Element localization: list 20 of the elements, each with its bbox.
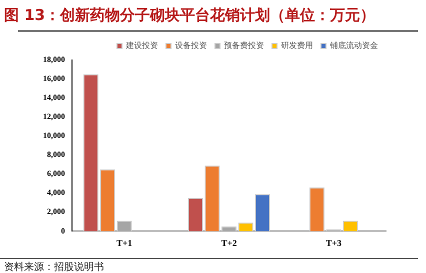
x-tick-label: T+1	[116, 238, 133, 248]
chart-title: 图 13：创新药物分子砌块平台花销计划（单位：万元）	[4, 6, 376, 25]
y-tick-label: 8,000	[47, 150, 65, 160]
legend-label: 研发费用	[281, 41, 313, 50]
x-tick-label: T+2	[221, 238, 238, 248]
y-tick-label: 12,000	[43, 112, 65, 122]
y-tick-label: 18,000	[43, 55, 65, 64]
y-tick-label: 14,000	[43, 93, 65, 102]
y-tick-label: 16,000	[43, 74, 65, 84]
y-tick-label: 2,000	[47, 207, 65, 216]
y-tick-label: 0	[61, 226, 65, 236]
legend-label: 预备费投资	[224, 41, 264, 50]
legend-label: 铺底流动资金	[329, 41, 378, 50]
x-tick-label: T+3	[326, 238, 342, 248]
y-tick-label: 10,000	[43, 131, 65, 140]
text: 资料来源：招股说明书	[4, 260, 104, 273]
y-tick-label: 4,000	[47, 188, 65, 198]
y-tick-label: 6,000	[47, 169, 65, 178]
legend-label: 设备投资	[175, 41, 207, 50]
legend-label: 建设投资	[125, 41, 158, 50]
